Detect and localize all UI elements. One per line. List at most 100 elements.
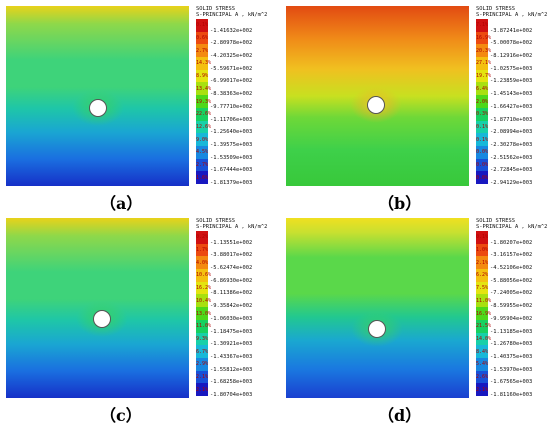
- legend-value: -1.41632e+002: [210, 27, 253, 34]
- legend-percent: 9.3%: [196, 335, 209, 342]
- legend-swatch: [476, 171, 488, 184]
- legend-swatch: [196, 133, 208, 146]
- legend-swatch: [476, 383, 488, 396]
- legend-percent: 16.9%: [476, 310, 492, 317]
- legend-value: -3.87241e+002: [490, 27, 533, 34]
- legend-percent: 2.1%: [196, 386, 209, 393]
- legend-swatch: [476, 319, 488, 333]
- legend-swatch: [196, 82, 208, 96]
- legend-value: -1.45143e+003: [490, 91, 533, 98]
- legend-swatch: [196, 281, 208, 295]
- legend-percent: 8.4%: [476, 348, 489, 355]
- legend-swatch: [196, 120, 208, 134]
- panel-a: SOLID STRESS S-PRINCIPAL A , kN/m^2 0.1% 0.…: [0, 0, 270, 190]
- legend-value: -8.59955e+002: [490, 303, 533, 310]
- legend-colorbar: 0.2% 1.7% 4.0% 10.6% 16.2% 10.4% 13.0% 11.0% 9.3…: [196, 231, 212, 396]
- legend-percent: 0.6%: [196, 35, 209, 42]
- legend-swatch: [196, 269, 208, 282]
- panel-caption-c: （c）: [100, 406, 142, 425]
- legend-value: -9.77710e+002: [210, 103, 253, 110]
- tunnel-opening-b: [367, 96, 385, 114]
- legend-swatch: [476, 95, 488, 108]
- legend-swatch: [476, 269, 488, 282]
- legend-percent: 9.0%: [196, 136, 209, 143]
- legend-value: -7.24005e+002: [490, 290, 533, 297]
- legend-value: -9.35842e+002: [210, 303, 253, 310]
- legend-value: -2.94129e+003: [490, 180, 533, 186]
- legend-swatch: [476, 120, 488, 134]
- legend-value: -1.68258e+003: [210, 379, 253, 386]
- legend-swatch: [476, 231, 488, 244]
- legend-swatch: [476, 243, 488, 257]
- legend-value: -5.62474e+002: [210, 265, 253, 272]
- legend-value: -1.80704e+003: [210, 392, 253, 398]
- legend-value: -1.13551e+002: [210, 239, 253, 246]
- legend-value: -2.80978e+002: [210, 40, 253, 47]
- legend-swatch: [476, 256, 488, 270]
- legend-percent: 4.5%: [196, 149, 209, 156]
- legend-value: -1.13185e+003: [490, 328, 533, 335]
- legend-swatch: [476, 145, 488, 159]
- legend-percent: 0.1%: [196, 22, 209, 29]
- legend-percent: 2.0%: [476, 98, 489, 105]
- legend-swatch: [196, 357, 208, 371]
- legend-percent: 27.1%: [476, 60, 492, 67]
- legend-percent: 2.6%: [476, 373, 489, 380]
- tunnel-opening-d: [368, 320, 386, 338]
- legend-percent: 2.7%: [196, 161, 209, 168]
- legend-swatch: [476, 294, 488, 308]
- legend-percent: 2.7%: [196, 47, 209, 54]
- legend-value: -9.95904e+002: [490, 315, 533, 322]
- legend-value: -1.02575e+003: [490, 65, 533, 72]
- legend-c: SOLID STRESS S-PRINCIPAL A , kN/m^2 0.2% 1.…: [194, 218, 270, 400]
- legend-subtitle: S-PRINCIPAL A , kN/m^2: [476, 224, 548, 230]
- legend-value: -1.81379e+003: [210, 180, 253, 186]
- legend-d: SOLID STRESS S-PRINCIPAL A , kN/m^2 0.1% 1.…: [474, 218, 550, 400]
- legend-percent: 11.0%: [476, 297, 492, 304]
- legend-swatch: [196, 345, 208, 358]
- legend-swatch: [476, 370, 488, 384]
- legend-percent: 0.1%: [476, 136, 489, 143]
- legend-percent: 13.0%: [196, 310, 212, 317]
- legend-value: -2.08994e+003: [490, 129, 533, 136]
- legend-swatch: [476, 44, 488, 58]
- panel-b: SOLID STRESS S-PRINCIPAL A , kN/m^2 7.1% 16…: [280, 0, 550, 190]
- legend-b: SOLID STRESS S-PRINCIPAL A , kN/m^2 7.1% 16…: [474, 6, 550, 188]
- legend-swatch: [196, 31, 208, 45]
- legend-swatch: [196, 231, 208, 244]
- panel-c: SOLID STRESS S-PRINCIPAL A , kN/m^2 0.2% 1.…: [0, 212, 270, 402]
- legend-percent: 1.7%: [196, 247, 209, 254]
- contour-plot-a: [6, 6, 189, 186]
- legend-title: SOLID STRESS: [196, 218, 235, 224]
- legend-value: -6.86930e+002: [210, 277, 253, 284]
- legend-percent: 16.9%: [476, 35, 492, 42]
- legend-swatch: [196, 95, 208, 108]
- legend-percent: 6.2%: [476, 272, 489, 279]
- legend-swatch: [476, 345, 488, 358]
- legend-value: -8.12916e+002: [490, 53, 533, 60]
- legend-subtitle: S-PRINCIPAL A , kN/m^2: [196, 224, 268, 230]
- legend-value: -1.43367e+003: [210, 353, 253, 360]
- legend-percent: 1.6%: [196, 174, 209, 181]
- legend-subtitle: S-PRINCIPAL A , kN/m^2: [196, 12, 268, 18]
- legend-value: -2.30278e+003: [490, 141, 533, 148]
- legend-swatch: [476, 281, 488, 295]
- contour-plot-c: [6, 218, 189, 398]
- legend-percent: 10.4%: [196, 297, 212, 304]
- legend-percent: 0.0%: [476, 149, 489, 156]
- legend-swatch: [476, 158, 488, 172]
- legend-value: -1.67444e+003: [210, 167, 253, 174]
- legend-swatch: [196, 383, 208, 396]
- legend-percent: 2.9%: [196, 361, 209, 368]
- legend-value: -1.81160e+003: [490, 392, 533, 398]
- legend-value: -1.25640e+003: [210, 129, 253, 136]
- legend-swatch: [476, 307, 488, 320]
- legend-percent: 5.4%: [476, 361, 489, 368]
- legend-percent: 22.6%: [196, 111, 212, 118]
- legend-value: -1.67565e+003: [490, 379, 533, 386]
- legend-swatch: [476, 107, 488, 121]
- legend-percent: 19.3%: [196, 98, 212, 105]
- legend-percent: 6.4%: [476, 85, 489, 92]
- legend-percent: 0.1%: [476, 123, 489, 130]
- legend-colorbar: 7.1% 16.9% 20.3% 27.1% 19.7% 6.4% 2.0% 0.3% 0.1%…: [476, 19, 492, 184]
